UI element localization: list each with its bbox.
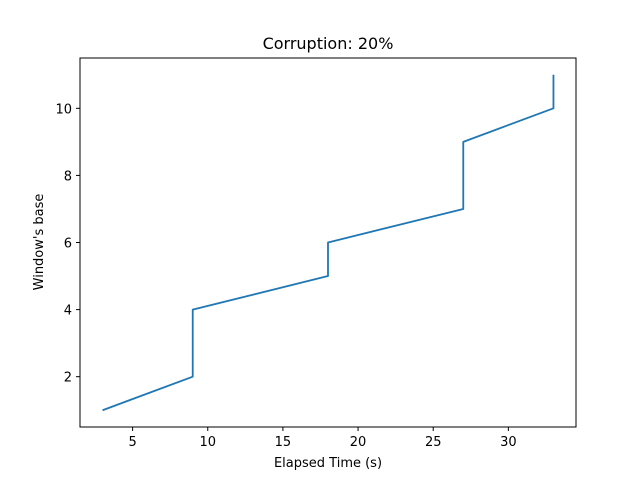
x-tick-label: 5 (128, 435, 136, 450)
chart-title: Corruption: 20% (263, 34, 394, 53)
x-axis: 5 10 15 20 25 30 (128, 427, 517, 450)
y-axis-label: Window's base (32, 194, 47, 291)
y-axis: 2 4 6 8 10 (55, 102, 80, 386)
y-tick-label: 4 (64, 304, 72, 319)
x-tick-label: 10 (199, 435, 216, 450)
x-axis-label: Elapsed Time (s) (274, 456, 382, 471)
y-tick-label: 8 (64, 169, 72, 184)
series-line-0 (102, 74, 555, 412)
x-tick-label: 30 (500, 435, 517, 450)
y-tick-label: 10 (55, 102, 72, 117)
x-tick-label: 25 (425, 435, 442, 450)
y-tick-label: 6 (64, 237, 72, 252)
y-tick-label: 2 (64, 371, 72, 386)
x-tick-label: 20 (350, 435, 367, 450)
plot-area (102, 74, 555, 412)
x-tick-label: 15 (275, 435, 292, 450)
